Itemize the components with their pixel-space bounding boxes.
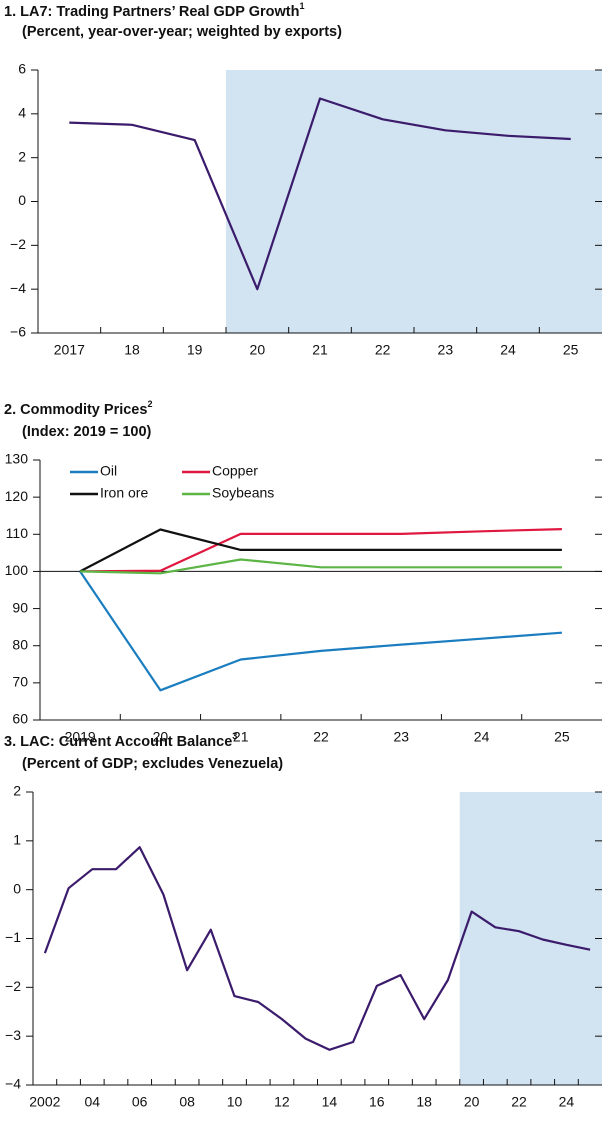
- series-line: [80, 528, 562, 573]
- y-tick-label: 90: [12, 599, 28, 615]
- y-tick-label: 80: [12, 636, 28, 652]
- title-text: 2. Commodity Prices: [4, 402, 147, 418]
- title-text: 3. LAC: Current Account Balance: [4, 734, 232, 750]
- legend-label: Iron ore: [100, 485, 148, 501]
- x-tick-label: 2002: [29, 1094, 60, 1110]
- x-tick-label: 18: [124, 342, 140, 358]
- y-tick-label: 70: [12, 674, 28, 690]
- forecast-shade: [226, 70, 602, 333]
- series-line: [80, 558, 562, 575]
- legend-label: Copper: [212, 463, 258, 479]
- y-tick-label: −2: [5, 978, 21, 994]
- x-tick-label: 24: [559, 1094, 575, 1110]
- chart-subtitle: (Percent of GDP; excludes Venezuela): [22, 756, 283, 772]
- chart: 3. LAC: Current Account Balance3 (Percent…: [4, 731, 602, 1110]
- x-tick-label: 16: [369, 1094, 385, 1110]
- series-line: [69, 97, 571, 291]
- x-tick-label: 08: [179, 1094, 195, 1110]
- y-tick-label: 0: [13, 880, 21, 896]
- forecast-shade: [459, 792, 602, 1085]
- x-tick-label: 22: [511, 1094, 527, 1110]
- y-tick-label: 4: [18, 105, 26, 121]
- chart-title: 3. LAC: Current Account Balance3: [4, 731, 237, 749]
- y-tick-label: −6: [10, 324, 26, 340]
- y-tick-label: −4: [5, 1076, 21, 1092]
- title-text: 1. LA7: Trading Partners’ Real GDP Growt…: [4, 4, 299, 20]
- x-tick-label: 19: [187, 342, 203, 358]
- y-tick-label: 120: [5, 488, 29, 504]
- x-tick-label: 24: [500, 342, 516, 358]
- x-tick-label: 20: [464, 1094, 480, 1110]
- x-tick-label: 2019: [65, 729, 96, 745]
- x-tick-label: 10: [227, 1094, 243, 1110]
- x-tick-label: 23: [438, 342, 454, 358]
- legend-label: Soybeans: [212, 485, 274, 501]
- chart-subtitle: (Index: 2019 = 100): [22, 424, 152, 440]
- y-tick-label: −1: [5, 929, 21, 945]
- chart-title: 1. LA7: Trading Partners’ Real GDP Growt…: [4, 1, 304, 19]
- x-tick-label: 20: [250, 342, 266, 358]
- x-tick-label: 18: [416, 1094, 432, 1110]
- x-tick-label: 21: [312, 342, 328, 358]
- y-tick-label: 2: [18, 148, 26, 164]
- x-tick-label: 25: [554, 729, 570, 745]
- y-tick-label: 1: [13, 832, 21, 848]
- legend-label: Oil: [100, 463, 117, 479]
- y-tick-label: −4: [10, 280, 26, 296]
- x-tick-label: 22: [375, 342, 391, 358]
- title-note: 1: [299, 1, 304, 11]
- y-tick-label: 100: [5, 562, 29, 578]
- y-tick-label: 130: [5, 451, 29, 467]
- x-tick-label: 21: [233, 729, 249, 745]
- chart-subtitle: (Percent, year-over-year; weighted by ex…: [22, 24, 342, 40]
- x-tick-label: 20: [153, 729, 169, 745]
- y-tick-label: 6: [18, 61, 26, 77]
- y-tick-label: −2: [10, 236, 26, 252]
- y-tick-label: 0: [18, 192, 26, 208]
- series-line: [79, 570, 562, 692]
- title-note: 2: [147, 399, 152, 409]
- x-tick-label: 06: [132, 1094, 148, 1110]
- x-tick-label: 22: [313, 729, 329, 745]
- title-note: 3: [232, 731, 237, 741]
- y-tick-label: 2: [13, 783, 21, 799]
- chart: 2. Commodity Prices2 (Index: 2019 = 100) 1…: [4, 399, 602, 745]
- chart: 1. LA7: Trading Partners’ Real GDP Growt…: [4, 1, 602, 358]
- x-tick-label: 25: [563, 342, 579, 358]
- series-line: [43, 846, 591, 1051]
- y-tick-label: −3: [5, 1027, 21, 1043]
- y-tick-label: 60: [12, 711, 28, 727]
- x-tick-label: 2017: [54, 342, 85, 358]
- x-tick-label: 23: [393, 729, 409, 745]
- x-tick-label: 04: [84, 1094, 100, 1110]
- y-tick-label: 110: [6, 525, 29, 541]
- series-line: [79, 528, 562, 573]
- x-tick-label: 14: [322, 1094, 338, 1110]
- x-tick-label: 24: [474, 729, 490, 745]
- x-tick-label: 12: [274, 1094, 290, 1110]
- chart-title: 2. Commodity Prices2: [4, 399, 152, 417]
